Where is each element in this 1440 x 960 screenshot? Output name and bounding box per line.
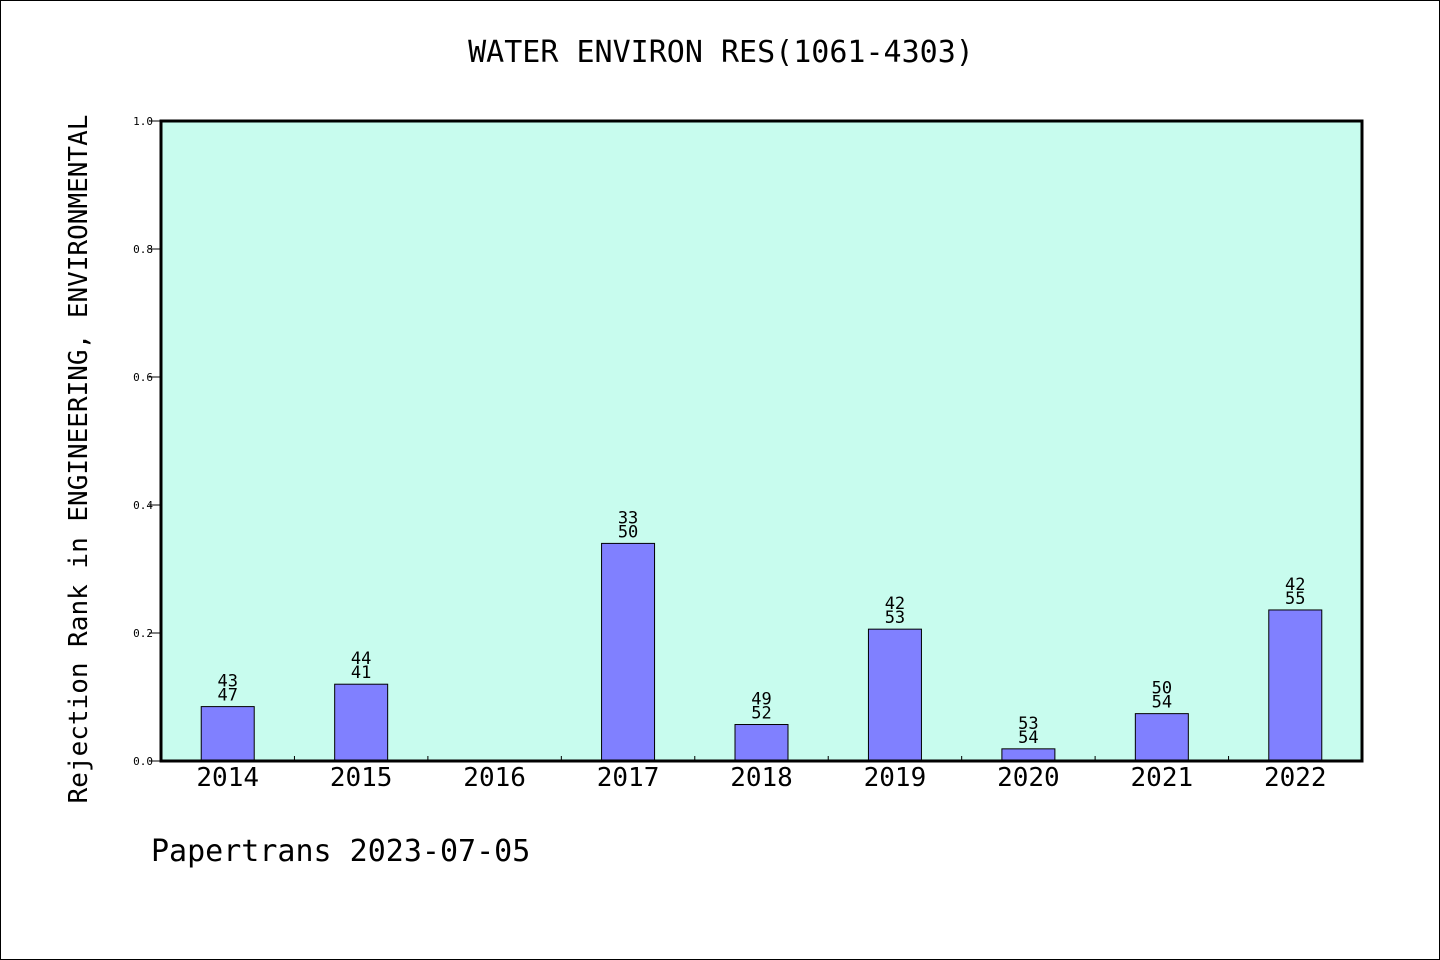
x-tick-label: 2019 (864, 763, 927, 793)
y-axis: 0.0 0.2 0.4 0.6 0.8 1.0 (133, 115, 161, 768)
bar-label-bottom: 55 (1285, 589, 1305, 609)
bar (200, 706, 255, 762)
bar (1268, 609, 1323, 762)
bar (334, 683, 389, 762)
plot-area (161, 121, 1362, 761)
footer-credit: Papertrans 2023-07-05 (151, 834, 531, 869)
bar-series (200, 542, 1323, 762)
bar-label-top: 42 (1285, 575, 1305, 595)
bar-label-bottom: 41 (351, 663, 371, 683)
y-tick-label: 0.8 (133, 243, 153, 256)
bar-label-top: 53 (1018, 714, 1038, 734)
plot-border (159, 119, 1364, 763)
bar-label-bottom: 53 (885, 608, 905, 628)
x-tick-label: 2015 (330, 763, 393, 793)
bar-label-top: 50 (1152, 679, 1172, 699)
bar-label-bottom: 54 (1152, 693, 1172, 713)
bar (1134, 713, 1189, 762)
chart-title: WATER ENVIRON RES(1061-4303) (468, 35, 974, 70)
bar-label-bottom: 50 (618, 522, 638, 542)
y-tick-label: 0.4 (133, 499, 153, 512)
x-tick-label: 2017 (597, 763, 660, 793)
x-tick-label: 2022 (1264, 763, 1327, 793)
y-tick-label: 1.0 (133, 115, 153, 128)
bar-label-bottom: 54 (1018, 728, 1038, 748)
bar (1001, 748, 1056, 762)
bar-label-top: 42 (885, 594, 905, 614)
y-tick-label: 0.0 (133, 755, 153, 768)
y-tick-label: 0.6 (133, 371, 153, 384)
x-tick-label: 2018 (730, 763, 793, 793)
y-tick-label: 0.2 (133, 627, 153, 640)
bar (601, 542, 656, 762)
x-tick-label: 2020 (997, 763, 1060, 793)
bar-label-bottom: 47 (217, 686, 237, 706)
x-tick-label: 2014 (196, 763, 259, 793)
bar-label-bottom: 52 (751, 704, 771, 724)
bar-label-top: 49 (751, 690, 771, 710)
bar (734, 724, 789, 762)
bar-label-top: 33 (618, 508, 638, 528)
x-tick-label: 2016 (463, 763, 526, 793)
bar-label-top: 44 (351, 649, 371, 669)
bar-label-top: 43 (217, 672, 237, 692)
y-axis-label: Rejection Rank in ENGINEERING, ENVIRONME… (64, 115, 94, 804)
bar (867, 628, 922, 762)
x-tick-label: 2021 (1131, 763, 1194, 793)
x-axis: 2014 2015 2016 2017 2018 2019 2020 2021 2022 (196, 756, 1327, 793)
